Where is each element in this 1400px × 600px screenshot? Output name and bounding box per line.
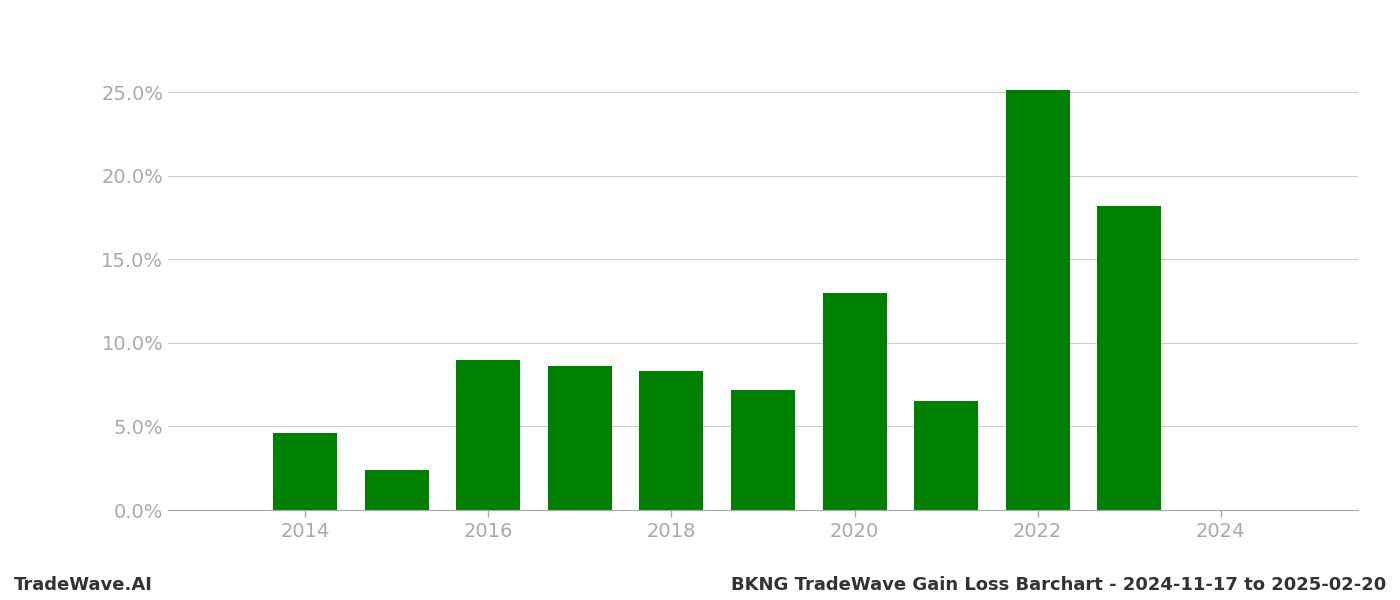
Bar [731,389,795,510]
Text: BKNG TradeWave Gain Loss Barchart - 2024-11-17 to 2025-02-20: BKNG TradeWave Gain Loss Barchart - 2024… [731,576,1386,594]
Bar [365,470,428,510]
Bar [1098,206,1161,510]
Text: TradeWave.AI: TradeWave.AI [14,576,153,594]
Bar [640,371,703,510]
Bar [823,293,886,510]
Bar [547,366,612,510]
Bar [456,359,521,510]
Bar [914,401,979,510]
Bar [273,433,337,510]
Bar [1005,91,1070,510]
